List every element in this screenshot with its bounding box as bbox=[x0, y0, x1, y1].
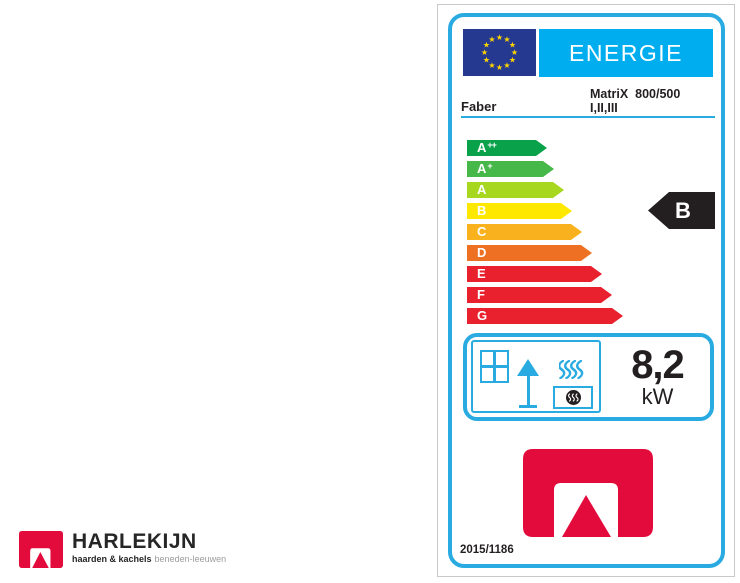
rating-row: B bbox=[467, 203, 623, 219]
heat-waves-icon bbox=[559, 360, 584, 379]
rating-letter: A bbox=[477, 161, 487, 176]
harlekijn-logo-text: HARLEKIJN haarden & kachels beneden-leeuw… bbox=[72, 531, 226, 564]
selected-rating-letter: B bbox=[675, 197, 691, 223]
rating-arrow: A ++ bbox=[467, 140, 547, 156]
rating-letter: E bbox=[477, 266, 486, 281]
harlekijn-name: HARLEKIJN bbox=[72, 530, 197, 553]
floor-lamp-icon bbox=[517, 359, 539, 376]
eu-flag-icon: ★ ★ ★ ★ ★ ★ ★ ★ ★ ★ ★ ★ bbox=[463, 29, 536, 76]
rating-arrow: G bbox=[467, 308, 623, 324]
rating-letter: C bbox=[477, 224, 487, 239]
floor-lamp-stem bbox=[526, 376, 530, 405]
rating-sup: + bbox=[487, 161, 492, 171]
harlekijn-tagline: haarden & kachels beneden-leeuwen bbox=[72, 555, 226, 564]
tagline-bold: haarden & kachels bbox=[72, 554, 152, 564]
rating-arrow: C bbox=[467, 224, 582, 240]
power-value: 8,2 bbox=[631, 343, 685, 387]
header-divider bbox=[461, 116, 715, 118]
star-icon: ★ bbox=[482, 55, 491, 64]
rating-row: G bbox=[467, 308, 623, 324]
rating-row: F bbox=[467, 287, 623, 303]
label-border bbox=[448, 13, 725, 568]
rating-row: C bbox=[467, 224, 623, 240]
rating-row: A ++ bbox=[467, 140, 623, 156]
rating-row: D bbox=[467, 245, 623, 261]
energy-label: ★ ★ ★ ★ ★ ★ ★ ★ ★ ★ ★ ★ ENERGIE Faber MatriX 800/50… bbox=[437, 4, 735, 577]
rating-letter: D bbox=[477, 245, 487, 260]
rating-arrow: F bbox=[467, 287, 612, 303]
star-icon: ★ bbox=[488, 60, 496, 70]
harlekijn-logo-icon bbox=[19, 531, 63, 568]
star-icon: ★ bbox=[510, 47, 519, 57]
star-icon: ★ bbox=[480, 47, 489, 57]
star-icon: ★ bbox=[495, 62, 504, 72]
rating-row: E bbox=[467, 266, 623, 282]
power-unit: kW bbox=[641, 384, 674, 409]
power-output: 8,2 kW bbox=[601, 343, 714, 409]
regulation-number: 2015/1186 bbox=[460, 544, 514, 556]
star-icon: ★ bbox=[482, 40, 491, 49]
energie-banner: ENERGIE bbox=[539, 29, 713, 77]
star-icon: ★ bbox=[503, 60, 511, 70]
rating-row: A bbox=[467, 182, 623, 198]
star-icon: ★ bbox=[508, 55, 517, 64]
star-icon: ★ bbox=[495, 32, 504, 42]
heater-fan-icon bbox=[565, 390, 581, 405]
tagline-gray: beneden-leeuwen bbox=[154, 554, 227, 564]
rating-letter: A bbox=[477, 182, 487, 197]
convection-heater-icon bbox=[553, 386, 593, 409]
star-icon: ★ bbox=[508, 40, 517, 49]
rating-arrow: E bbox=[467, 266, 602, 282]
brand-name: Faber bbox=[461, 99, 497, 114]
rating-letter: B bbox=[477, 203, 487, 218]
rating-arrow: A + bbox=[467, 161, 554, 177]
model-name: MatriX 800/500 bbox=[590, 87, 681, 101]
rating-letter: G bbox=[477, 308, 488, 323]
harlekijn-logo: HARLEKIJN haarden & kachels beneden-leeuw… bbox=[19, 531, 226, 568]
model-variants: I,II,III bbox=[590, 101, 618, 115]
fireplace-logo-icon bbox=[523, 449, 653, 537]
window-transom bbox=[482, 365, 507, 368]
star-icon: ★ bbox=[503, 34, 511, 44]
rating-arrow: D bbox=[467, 245, 592, 261]
rating-row: A + bbox=[467, 161, 623, 177]
rating-scale: A ++ A + A B C bbox=[467, 140, 623, 329]
rating-sup: ++ bbox=[487, 140, 496, 150]
model-info: MatriX 800/500 I,II,III bbox=[590, 87, 680, 115]
rating-arrow: B bbox=[467, 203, 572, 219]
window-icon bbox=[480, 350, 509, 383]
star-icon: ★ bbox=[488, 34, 496, 44]
direct-heat-pictogram-frame bbox=[471, 340, 601, 413]
energie-text: ENERGIE bbox=[568, 39, 684, 66]
rating-arrow: A bbox=[467, 182, 564, 198]
rating-letter: A bbox=[477, 140, 487, 155]
rating-letter: F bbox=[477, 287, 485, 302]
floor-lamp-base bbox=[519, 405, 537, 408]
heat-output-box bbox=[463, 333, 714, 421]
